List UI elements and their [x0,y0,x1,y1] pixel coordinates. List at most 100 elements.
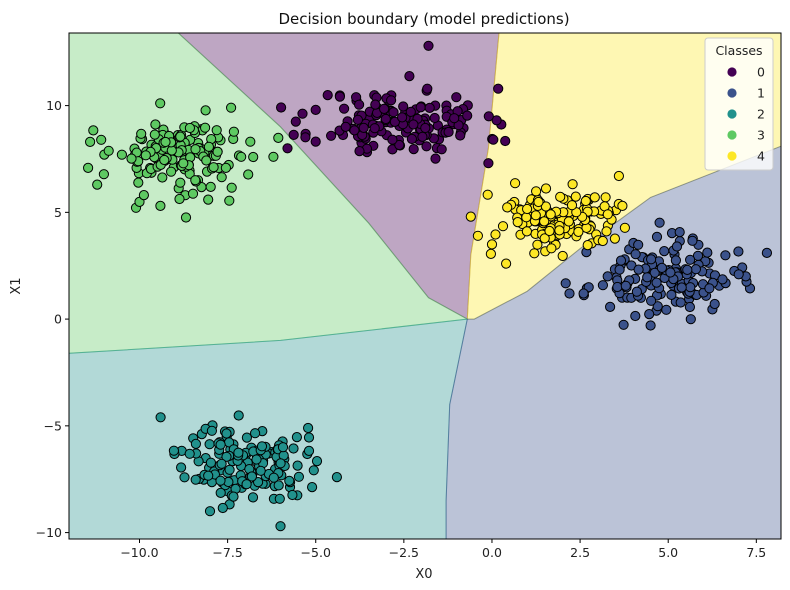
data-point-class-3 [220,162,231,173]
data-point-class-0 [436,144,447,155]
data-point-class-2 [311,456,323,467]
legend-marker-class-2 [727,109,737,119]
data-point-class-0 [379,103,390,115]
data-point-class-2 [284,475,295,486]
data-point-class-0 [398,101,409,112]
data-point-class-4 [465,211,476,222]
data-point-class-4 [617,200,628,211]
data-point-class-0 [369,123,380,134]
data-point-class-4 [512,217,523,228]
data-point-class-3 [190,144,201,155]
data-point-class-3 [190,175,201,186]
data-point-class-4 [544,225,555,237]
data-point-class-0 [349,125,360,136]
data-point-class-0 [406,133,417,145]
legend-marker-class-1 [727,88,737,98]
data-point-class-4 [554,225,565,236]
data-point-class-0 [354,146,365,157]
data-point-class-2 [233,410,244,421]
data-point-class-3 [85,136,96,147]
data-point-class-3 [211,125,222,136]
data-point-class-4 [530,210,541,221]
x-tick-label: 2.5 [570,545,590,560]
data-point-class-3 [245,136,256,147]
data-point-class-0 [500,135,511,147]
data-point-class-2 [179,472,190,483]
data-point-class-3 [133,177,144,188]
data-point-class-1 [709,298,720,310]
legend-box [704,37,774,171]
data-point-class-3 [224,195,235,206]
data-point-class-2 [307,482,318,493]
data-point-class-3 [180,212,192,223]
x-tick-label: −2.5 [389,545,419,560]
legend-marker-class-4 [727,151,737,161]
data-point-class-3 [157,172,168,183]
data-point-class-2 [176,462,187,473]
data-point-class-3 [228,126,239,137]
data-point-class-4 [539,233,550,244]
data-point-class-0 [415,102,426,113]
data-point-class-0 [334,91,345,102]
data-point-class-4 [540,183,552,194]
data-point-class-3 [226,182,237,193]
data-point-class-0 [300,132,311,143]
data-point-class-1 [717,274,728,285]
y-tick-label: 10 [46,98,62,113]
data-point-class-4 [485,248,496,259]
data-point-class-4 [482,189,493,200]
data-point-class-3 [83,162,94,173]
legend-label-class-0: 0 [757,65,765,80]
data-point-class-2 [217,502,228,514]
data-point-class-0 [288,129,299,140]
data-point-class-2 [224,464,235,475]
data-point-class-4 [555,191,566,202]
data-point-class-2 [253,477,264,488]
data-point-class-2 [256,441,268,452]
data-point-class-1 [656,262,668,273]
data-point-class-2 [216,458,227,469]
data-point-class-4 [501,258,512,269]
data-point-class-4 [580,195,591,207]
data-point-class-2 [308,465,319,476]
data-point-class-4 [509,178,521,189]
data-point-class-1 [597,280,609,291]
data-point-class-4 [521,212,532,223]
data-point-class-0 [417,131,428,142]
data-point-class-3 [126,153,137,164]
y-tick-label: −5 [44,418,62,433]
data-point-class-0 [387,134,398,145]
data-point-class-3 [92,179,103,190]
data-point-class-3 [140,150,151,161]
data-point-class-0 [388,107,399,118]
data-point-class-2 [292,460,303,471]
x-axis-ticks: −10.0 −7.5 −5.0 −2.5 0.0 2.5 5.0 7.5 [120,539,766,560]
data-point-class-3 [226,102,237,113]
legend-marker-class-3 [727,130,737,140]
data-point-class-4 [597,235,608,247]
data-point-class-1 [685,254,696,265]
data-point-class-3 [88,125,99,136]
data-point-class-2 [277,442,289,453]
data-point-class-1 [659,246,670,257]
data-point-class-0 [276,102,287,113]
data-point-class-1 [704,283,715,294]
data-point-class-4 [613,170,625,182]
data-point-class-2 [233,447,244,458]
data-point-class-1 [670,255,682,266]
data-point-class-0 [493,83,504,94]
data-point-class-0 [394,139,405,151]
data-point-class-1 [615,255,627,266]
data-point-class-0 [290,116,301,127]
data-point-class-0 [421,141,432,152]
data-point-class-4 [573,226,584,237]
data-point-class-2 [215,475,226,486]
data-point-class-4 [589,192,600,203]
data-point-class-2 [268,472,279,483]
data-point-class-1 [633,264,644,275]
data-point-class-3 [268,151,279,162]
data-point-class-1 [674,227,685,238]
data-point-class-3 [200,122,211,133]
data-point-class-2 [204,439,215,450]
y-tick-label: 0 [54,312,62,327]
